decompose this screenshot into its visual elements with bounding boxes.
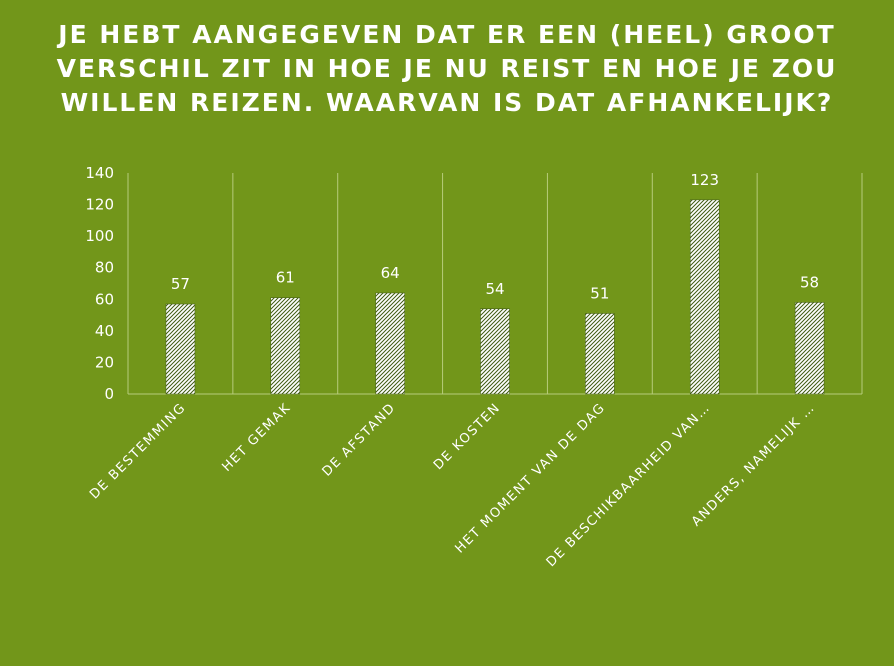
gridlines (127, 173, 863, 394)
category-label: DE BESCHIKBAARHEID VAN… (544, 400, 714, 570)
category-label: HET GEMAK (220, 400, 295, 475)
data-label: 58 (800, 273, 819, 291)
y-tick-label: 120 (85, 196, 114, 214)
bar (270, 297, 301, 395)
data-label: 51 (590, 284, 609, 302)
y-tick-label: 140 (85, 164, 114, 182)
bars (165, 199, 825, 395)
data-label: 54 (485, 280, 504, 298)
y-tick-label: 60 (95, 290, 114, 308)
y-tick-label: 80 (95, 259, 114, 277)
category-label: DE AFSTAND (320, 400, 399, 479)
category-label: DE KOSTEN (431, 400, 504, 473)
data-label: 57 (171, 275, 190, 293)
bar (165, 303, 196, 395)
category-label: ANDERS, NAMELIJK … (689, 400, 818, 529)
category-label: DE BESTEMMING (87, 400, 189, 502)
bar (480, 308, 510, 395)
bar (585, 313, 615, 395)
data-label: 64 (381, 264, 400, 282)
y-tick-label: 100 (85, 227, 114, 245)
y-tick-label: 0 (104, 385, 114, 403)
chart-title: JE HEBT AANGEGEVEN DAT ER EEN (HEEL) GRO… (56, 20, 838, 117)
bar (375, 292, 405, 395)
bar (689, 199, 720, 395)
y-tick-label: 40 (95, 322, 114, 340)
data-label: 61 (276, 269, 295, 287)
data-label: 123 (690, 171, 719, 189)
bar (794, 302, 825, 395)
y-tick-label: 20 (95, 353, 114, 371)
